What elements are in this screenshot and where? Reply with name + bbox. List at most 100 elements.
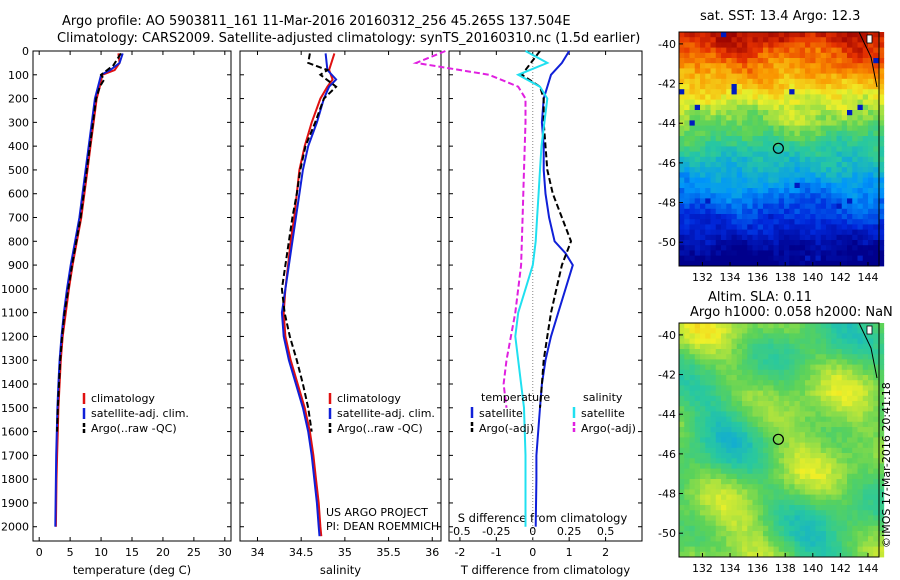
map-cell — [873, 68, 879, 74]
map-cell — [773, 463, 780, 469]
map-cell — [826, 333, 832, 339]
map-cell — [768, 541, 774, 547]
map-cell — [841, 234, 848, 241]
map-cell — [763, 484, 769, 490]
argo-position-marker — [772, 433, 784, 445]
map-cell — [768, 32, 774, 38]
map-cell — [836, 177, 843, 184]
map-cell — [768, 499, 774, 506]
map-cell — [721, 120, 727, 126]
map-cell — [868, 234, 874, 241]
map-cell — [873, 240, 879, 246]
map-cell — [794, 198, 801, 204]
map-cell — [852, 146, 858, 152]
map-cell — [841, 432, 848, 438]
map-cell — [689, 453, 696, 459]
map-cell — [857, 437, 864, 443]
map-cell — [736, 520, 743, 527]
map-cell — [679, 463, 685, 469]
map-cell — [778, 167, 785, 173]
map-cell — [789, 146, 795, 152]
map-cell — [841, 110, 848, 116]
map-cell — [836, 385, 843, 391]
map-cell — [778, 541, 785, 547]
map-cell — [857, 364, 864, 371]
map-cell — [773, 525, 780, 532]
map-cell — [731, 32, 738, 38]
map-cell — [862, 484, 869, 490]
map-cell — [878, 260, 885, 267]
map-cell — [778, 499, 785, 506]
map-cell — [810, 401, 816, 407]
map-cell — [841, 229, 848, 236]
map-cell — [841, 68, 848, 74]
map-cell — [747, 78, 753, 85]
map-cell — [789, 214, 795, 220]
map-cell — [768, 58, 774, 64]
map-cell — [731, 182, 738, 189]
map-cell — [679, 37, 685, 43]
map-cell — [736, 68, 743, 74]
map-cell — [831, 229, 837, 236]
map-cell — [815, 84, 822, 90]
map-cell — [694, 120, 701, 126]
map-cell — [810, 240, 816, 246]
map-cell — [794, 245, 801, 251]
map-cell — [757, 323, 764, 329]
map-cell — [852, 551, 858, 558]
map-cell — [778, 203, 785, 210]
map-cell — [757, 473, 764, 480]
map-cell — [857, 182, 864, 189]
map-cell — [768, 484, 774, 490]
map-cell — [689, 349, 696, 355]
map-cell — [773, 494, 780, 501]
map-cell — [841, 94, 848, 100]
map-cell — [784, 427, 790, 433]
map-cell — [763, 510, 769, 516]
map-cell — [715, 177, 722, 184]
map-cell — [778, 146, 785, 152]
map-cell — [805, 468, 811, 475]
map-cell — [857, 68, 864, 74]
map-cell — [868, 416, 874, 423]
map-cell — [784, 369, 790, 376]
map-cell — [810, 156, 816, 163]
map-cell — [857, 510, 864, 516]
map-cell — [773, 84, 780, 90]
map-cell — [789, 380, 795, 386]
map-cell — [878, 120, 885, 126]
map-cell — [700, 94, 706, 100]
map-cell — [700, 224, 706, 230]
map-cell — [726, 421, 732, 428]
map-cell — [841, 359, 848, 365]
map-cell — [757, 125, 764, 132]
map-cell — [878, 416, 885, 423]
map-cell — [810, 162, 816, 168]
map-cell — [705, 525, 711, 532]
map-cell — [799, 188, 806, 194]
map-cell — [873, 234, 879, 241]
map-cell — [689, 78, 696, 85]
map-cell — [852, 198, 858, 204]
map-cell — [841, 385, 848, 391]
map-cell — [710, 531, 717, 537]
map-cell — [852, 172, 858, 178]
map-cell — [694, 328, 701, 334]
map-cell — [710, 505, 717, 511]
map-cell — [757, 531, 764, 537]
map-cell — [862, 515, 869, 521]
argo-position-marker — [772, 142, 784, 154]
map-cell — [731, 63, 738, 69]
map-cell — [862, 390, 869, 397]
map-cell — [841, 146, 848, 152]
map-cell — [684, 172, 690, 178]
map-cell — [815, 421, 822, 428]
map-cell — [810, 541, 816, 547]
map-cell — [784, 120, 790, 126]
map-cell — [847, 84, 853, 90]
map-cell — [679, 364, 685, 371]
map-cell — [705, 364, 711, 371]
map-cell — [726, 125, 732, 132]
map-cell — [752, 515, 759, 521]
map-cell — [873, 541, 879, 547]
